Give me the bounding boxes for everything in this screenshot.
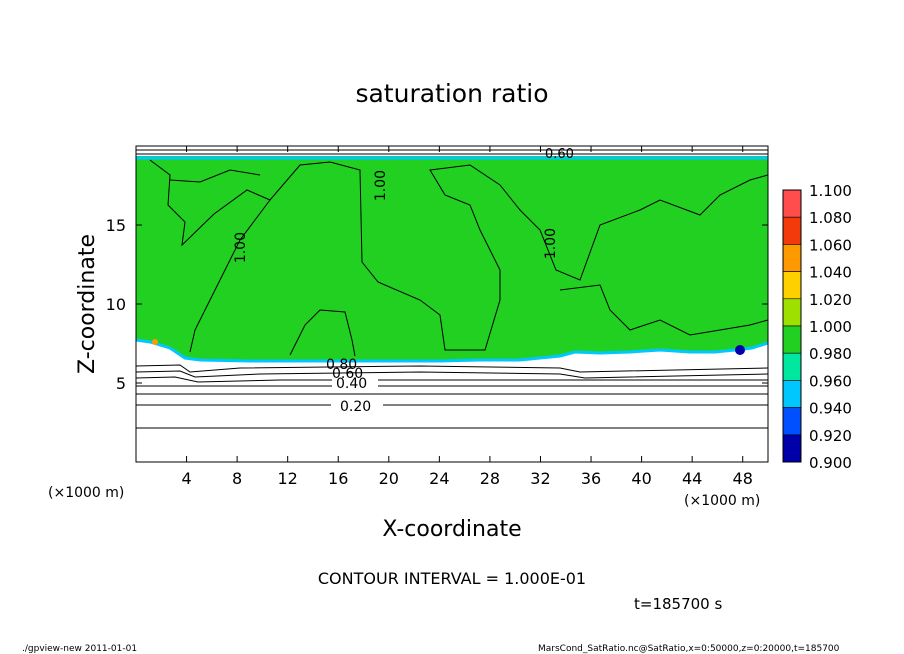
x-tick-label: 40: [631, 469, 651, 488]
colorbar-label: 1.080: [809, 209, 852, 227]
x-unit-right: (×1000 m): [684, 493, 760, 509]
colorbar-bin: [782, 244, 802, 272]
x-tick-label: 48: [733, 469, 753, 488]
x-ticks: 4 8 12 16 20 24 28 32 36 40 44 48: [181, 146, 753, 488]
colorbar-label: 1.040: [809, 264, 852, 282]
colorbar-label: 1.100: [809, 182, 852, 200]
colorbar-label: 0.980: [809, 345, 852, 363]
footer-left: ./gpview-new 2011-01-01: [22, 644, 137, 654]
contour-label-060: 0.60: [332, 366, 363, 382]
y-ticks: 5 10 15: [106, 216, 768, 393]
colorbar: 1.100 1.080 1.060 1.040 1.020 1.000 0.980 0.960…: [782, 182, 852, 472]
colorbar-label: 1.060: [809, 236, 852, 254]
contour-interval: CONTOUR INTERVAL = 1.000E-01: [318, 569, 586, 588]
x-tick-label: 8: [232, 469, 242, 488]
colorbar-bin: [782, 325, 802, 354]
x-unit-left: (×1000 m): [48, 485, 124, 501]
x-tick-label: 44: [682, 469, 702, 488]
colorbar-bin: [782, 380, 802, 408]
contour-label-020: 0.20: [340, 399, 371, 415]
colorbar-label: 0.900: [809, 454, 852, 472]
x-tick-label: 24: [429, 469, 449, 488]
contour-label-100c: 1.00: [543, 228, 559, 259]
cloud-base-rim: [135, 338, 769, 363]
colorbar-bin: [782, 298, 802, 327]
colorbar-bin: [782, 216, 802, 245]
plot-area: 0.20 0.40 0.60 0.80 0.60 1.00 1.00 1.00: [135, 146, 769, 462]
x-tick-label: 36: [581, 469, 601, 488]
contour-label-100b: 1.00: [233, 232, 249, 263]
x-tick-label: 12: [278, 469, 298, 488]
colorbar-bin: [782, 407, 802, 436]
colorbar-bin: [782, 271, 802, 300]
x-tick-label: 4: [181, 469, 191, 488]
y-tick-label: 10: [106, 295, 126, 314]
colorbar-frame: [782, 189, 802, 463]
chart-title: saturation ratio: [355, 79, 548, 108]
contour-label-060-top: 0.60: [545, 147, 574, 162]
colorbar-label: 0.940: [809, 400, 852, 418]
colorbar-label: 0.960: [809, 372, 852, 390]
contour-label-040: 0.40: [336, 376, 367, 392]
footer-right: MarsCond_SatRatio.nc@SatRatio,x=0:50000,…: [538, 644, 840, 654]
x-tick-label: 20: [379, 469, 399, 488]
y-tick-label: 5: [116, 374, 126, 393]
min-spot: [735, 345, 745, 355]
colorbar-bin: [782, 352, 802, 381]
time-label: t=185700 s: [634, 595, 722, 613]
contour-label-080: 0.80: [326, 357, 357, 373]
colorbar-bin: [782, 434, 802, 463]
max-spot: [152, 339, 158, 345]
x-tick-label: 16: [328, 469, 348, 488]
contour-label-100a: 1.00: [373, 170, 389, 201]
y-axis-label: Z-coordinate: [75, 234, 100, 374]
colorbar-label: 1.000: [809, 318, 852, 336]
x-axis-label: X-coordinate: [382, 517, 521, 542]
contour-lines: [135, 149, 769, 429]
colorbar-bin: [782, 189, 802, 218]
x-tick-label: 32: [530, 469, 550, 488]
x-tick-label: 28: [480, 469, 500, 488]
colorbar-label: 0.920: [809, 427, 852, 445]
y-tick-label: 15: [106, 216, 126, 235]
colorbar-label: 1.020: [809, 291, 852, 309]
